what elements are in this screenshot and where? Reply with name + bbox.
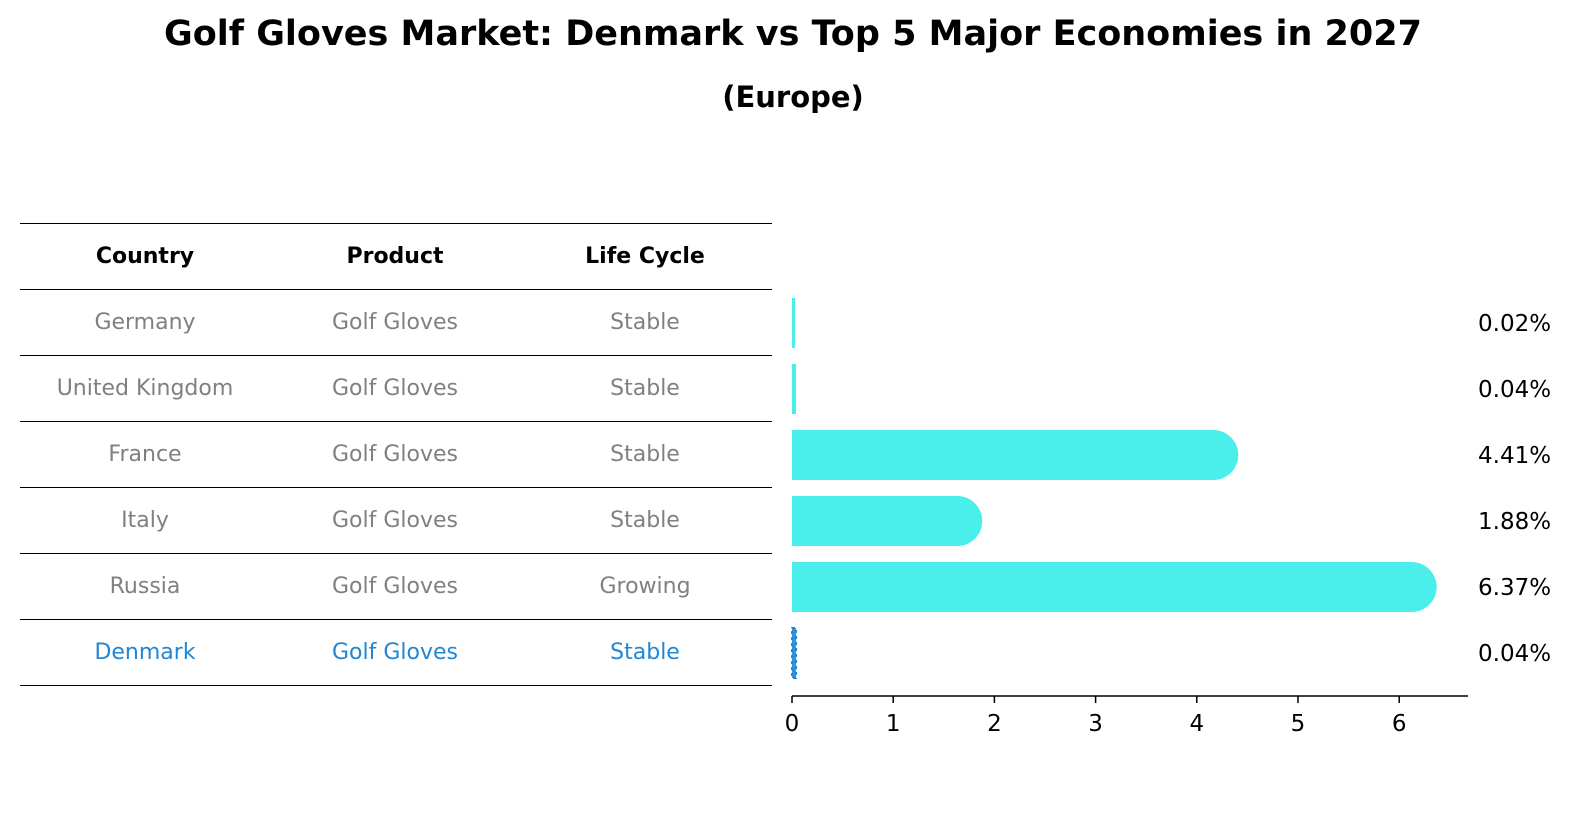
country-cell: United Kingdom	[56, 376, 234, 401]
x-tick-label: 5	[1291, 711, 1306, 737]
table-row-highlight: Denmark Golf Gloves Stable	[20, 619, 772, 686]
x-tick-label: 2	[987, 711, 1002, 737]
value-label: 0.02%	[1478, 311, 1551, 337]
bar-united-kingdom	[792, 364, 797, 414]
header-country: Country	[95, 244, 195, 269]
table-row: Russia Golf Gloves Growing	[20, 553, 772, 619]
life-cycle-cell: Growing	[599, 574, 691, 599]
life-cycle-cell: Stable	[610, 508, 680, 533]
product-cell: Golf Gloves	[332, 442, 458, 467]
country-cell: Germany	[94, 310, 196, 335]
table-row: Italy Golf Gloves Stable	[20, 487, 772, 553]
x-tick-label: 0	[785, 711, 800, 737]
product-cell: Golf Gloves	[332, 574, 458, 599]
chart-title: Golf Gloves Market: Denmark vs Top 5 Maj…	[164, 14, 1422, 54]
value-label: 4.41%	[1478, 443, 1551, 469]
bar-france	[792, 430, 1239, 480]
bar-italy	[792, 496, 983, 546]
life-cycle-cell: Stable	[610, 310, 680, 335]
x-tick-label: 6	[1392, 711, 1407, 737]
value-label: 1.88%	[1478, 509, 1551, 535]
value-label: 0.04%	[1478, 377, 1551, 403]
table-row: France Golf Gloves Stable	[20, 421, 772, 487]
value-label: 6.37%	[1478, 575, 1551, 601]
chart-subtitle: (Europe)	[722, 80, 864, 114]
x-tick-label: 1	[886, 711, 901, 737]
life-cycle-cell: Stable	[610, 376, 680, 401]
country-cell: Denmark	[94, 640, 196, 665]
bar-denmark	[791, 627, 798, 679]
table-header-row: Country Product Life Cycle	[20, 223, 772, 289]
life-cycle-cell: Stable	[610, 640, 680, 665]
table-row: Germany Golf Gloves Stable	[20, 289, 772, 355]
country-cell: Russia	[109, 574, 181, 599]
product-cell: Golf Gloves	[332, 310, 458, 335]
x-tick-label: 3	[1088, 711, 1103, 737]
country-cell: Italy	[121, 508, 169, 533]
country-cell: France	[108, 442, 182, 467]
header-product: Product	[346, 244, 444, 269]
product-cell: Golf Gloves	[332, 508, 458, 533]
life-cycle-cell: Stable	[610, 442, 680, 467]
bar-russia	[792, 562, 1437, 612]
x-tick-label: 4	[1189, 711, 1204, 737]
product-cell: Golf Gloves	[332, 376, 458, 401]
header-life-cycle: Life Cycle	[585, 244, 705, 269]
bar-germany	[792, 298, 795, 348]
table-row: United Kingdom Golf Gloves Stable	[20, 355, 772, 421]
product-cell: Golf Gloves	[332, 640, 458, 665]
value-label: 0.04%	[1478, 641, 1551, 667]
market-table: Country Product Life Cycle Germany Golf …	[20, 223, 772, 686]
